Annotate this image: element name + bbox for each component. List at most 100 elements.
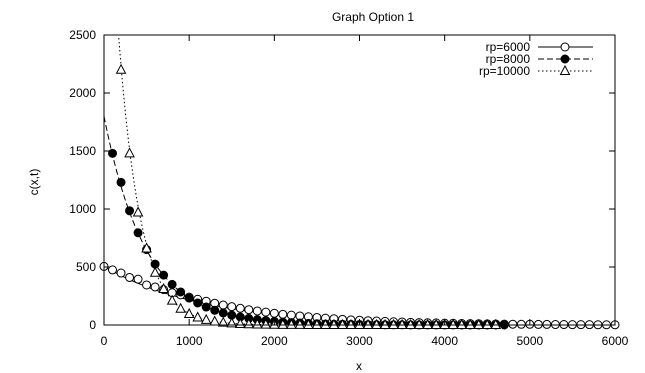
x-tick-label: 4000 (431, 334, 458, 348)
data-point (227, 302, 237, 312)
data-point (159, 270, 169, 280)
data-point (193, 298, 203, 308)
data-point (286, 318, 297, 329)
data-point (252, 306, 262, 316)
legend-label: rp=6000 (486, 40, 531, 54)
y-axis-label: c(x,t) (27, 169, 41, 196)
data-point (405, 318, 416, 329)
data-point (175, 302, 186, 313)
data-point (125, 272, 135, 282)
y-tick-label: 1000 (69, 202, 96, 216)
data-point (261, 307, 271, 317)
data-point (516, 319, 526, 329)
data-point (251, 318, 263, 329)
data-point (124, 147, 135, 158)
data-point (108, 148, 118, 158)
x-tick-label: 2000 (261, 334, 288, 348)
data-point (133, 274, 143, 284)
legend-label: rp=8000 (486, 52, 531, 66)
data-point (183, 307, 195, 318)
data-point (184, 293, 194, 303)
data-point (379, 318, 391, 329)
data-point (481, 318, 493, 329)
data-point (243, 318, 255, 329)
data-point (116, 177, 126, 187)
data-point (464, 318, 476, 329)
data-point (278, 309, 288, 319)
data-point (108, 265, 118, 275)
data-point (244, 305, 254, 315)
data-point (166, 294, 178, 305)
legend-marker (559, 64, 571, 75)
plot-frame (103, 34, 616, 326)
data-point (218, 308, 228, 318)
data-point (209, 315, 221, 326)
data-point (345, 318, 357, 329)
data-point (430, 318, 442, 329)
series-markers (99, 63, 620, 330)
data-point (371, 318, 382, 329)
data-point (456, 318, 468, 329)
x-tick-label: 5000 (516, 334, 543, 348)
data-point (142, 280, 152, 290)
data-point (234, 317, 246, 328)
data-point (311, 318, 323, 329)
data-point (320, 318, 331, 329)
y-tick-label: 1500 (69, 144, 96, 158)
data-point (490, 318, 502, 329)
data-point (200, 313, 212, 324)
data-point (115, 63, 127, 74)
data-point (149, 266, 161, 277)
data-point (328, 318, 340, 329)
data-point (447, 318, 459, 329)
x-axis-label: x (356, 359, 362, 373)
y-tick-label: 0 (89, 318, 96, 332)
data-point (217, 316, 229, 327)
data-point (533, 319, 543, 329)
data-point (210, 305, 220, 315)
data-point (337, 318, 348, 329)
data-point (388, 318, 399, 329)
data-point (218, 300, 228, 310)
data-point (396, 318, 408, 329)
y-tick-label: 2000 (69, 86, 96, 100)
data-point (303, 318, 314, 329)
data-point (192, 311, 204, 322)
data-point (542, 319, 552, 329)
data-point (422, 318, 433, 329)
data-point (150, 282, 160, 292)
legend-label: rp=10000 (479, 64, 530, 78)
data-point (294, 318, 306, 329)
y-tick-label: 2500 (69, 28, 96, 42)
data-point (176, 287, 186, 297)
data-point (125, 206, 135, 216)
y-tick-label: 500 (76, 260, 96, 274)
data-point (116, 268, 126, 278)
x-tick-label: 6000 (602, 334, 629, 348)
data-point (133, 228, 143, 238)
series-curves (104, 35, 615, 325)
data-point (286, 310, 296, 320)
data-point (235, 303, 245, 313)
data-point (413, 318, 425, 329)
legend-marker (560, 54, 570, 64)
x-tick-label: 3000 (346, 334, 373, 348)
data-point (277, 318, 289, 329)
legend-marker (560, 42, 570, 52)
axes: 0 1000 2000 3000 4000 5000 6000 0 500 1000 1500 200… (69, 28, 628, 348)
chart-title: Graph Option 1 (332, 10, 414, 24)
data-point (141, 242, 152, 253)
data-point (508, 319, 518, 329)
data-point (158, 282, 169, 294)
data-point (269, 308, 279, 318)
series-curve-3 (118, 35, 496, 325)
data-point (362, 318, 374, 329)
x-tick-label: 1000 (176, 334, 203, 348)
data-point (473, 318, 485, 329)
x-tick-label: 0 (101, 334, 108, 348)
data-point (132, 206, 144, 217)
data-point (167, 279, 177, 289)
data-point (260, 318, 272, 329)
